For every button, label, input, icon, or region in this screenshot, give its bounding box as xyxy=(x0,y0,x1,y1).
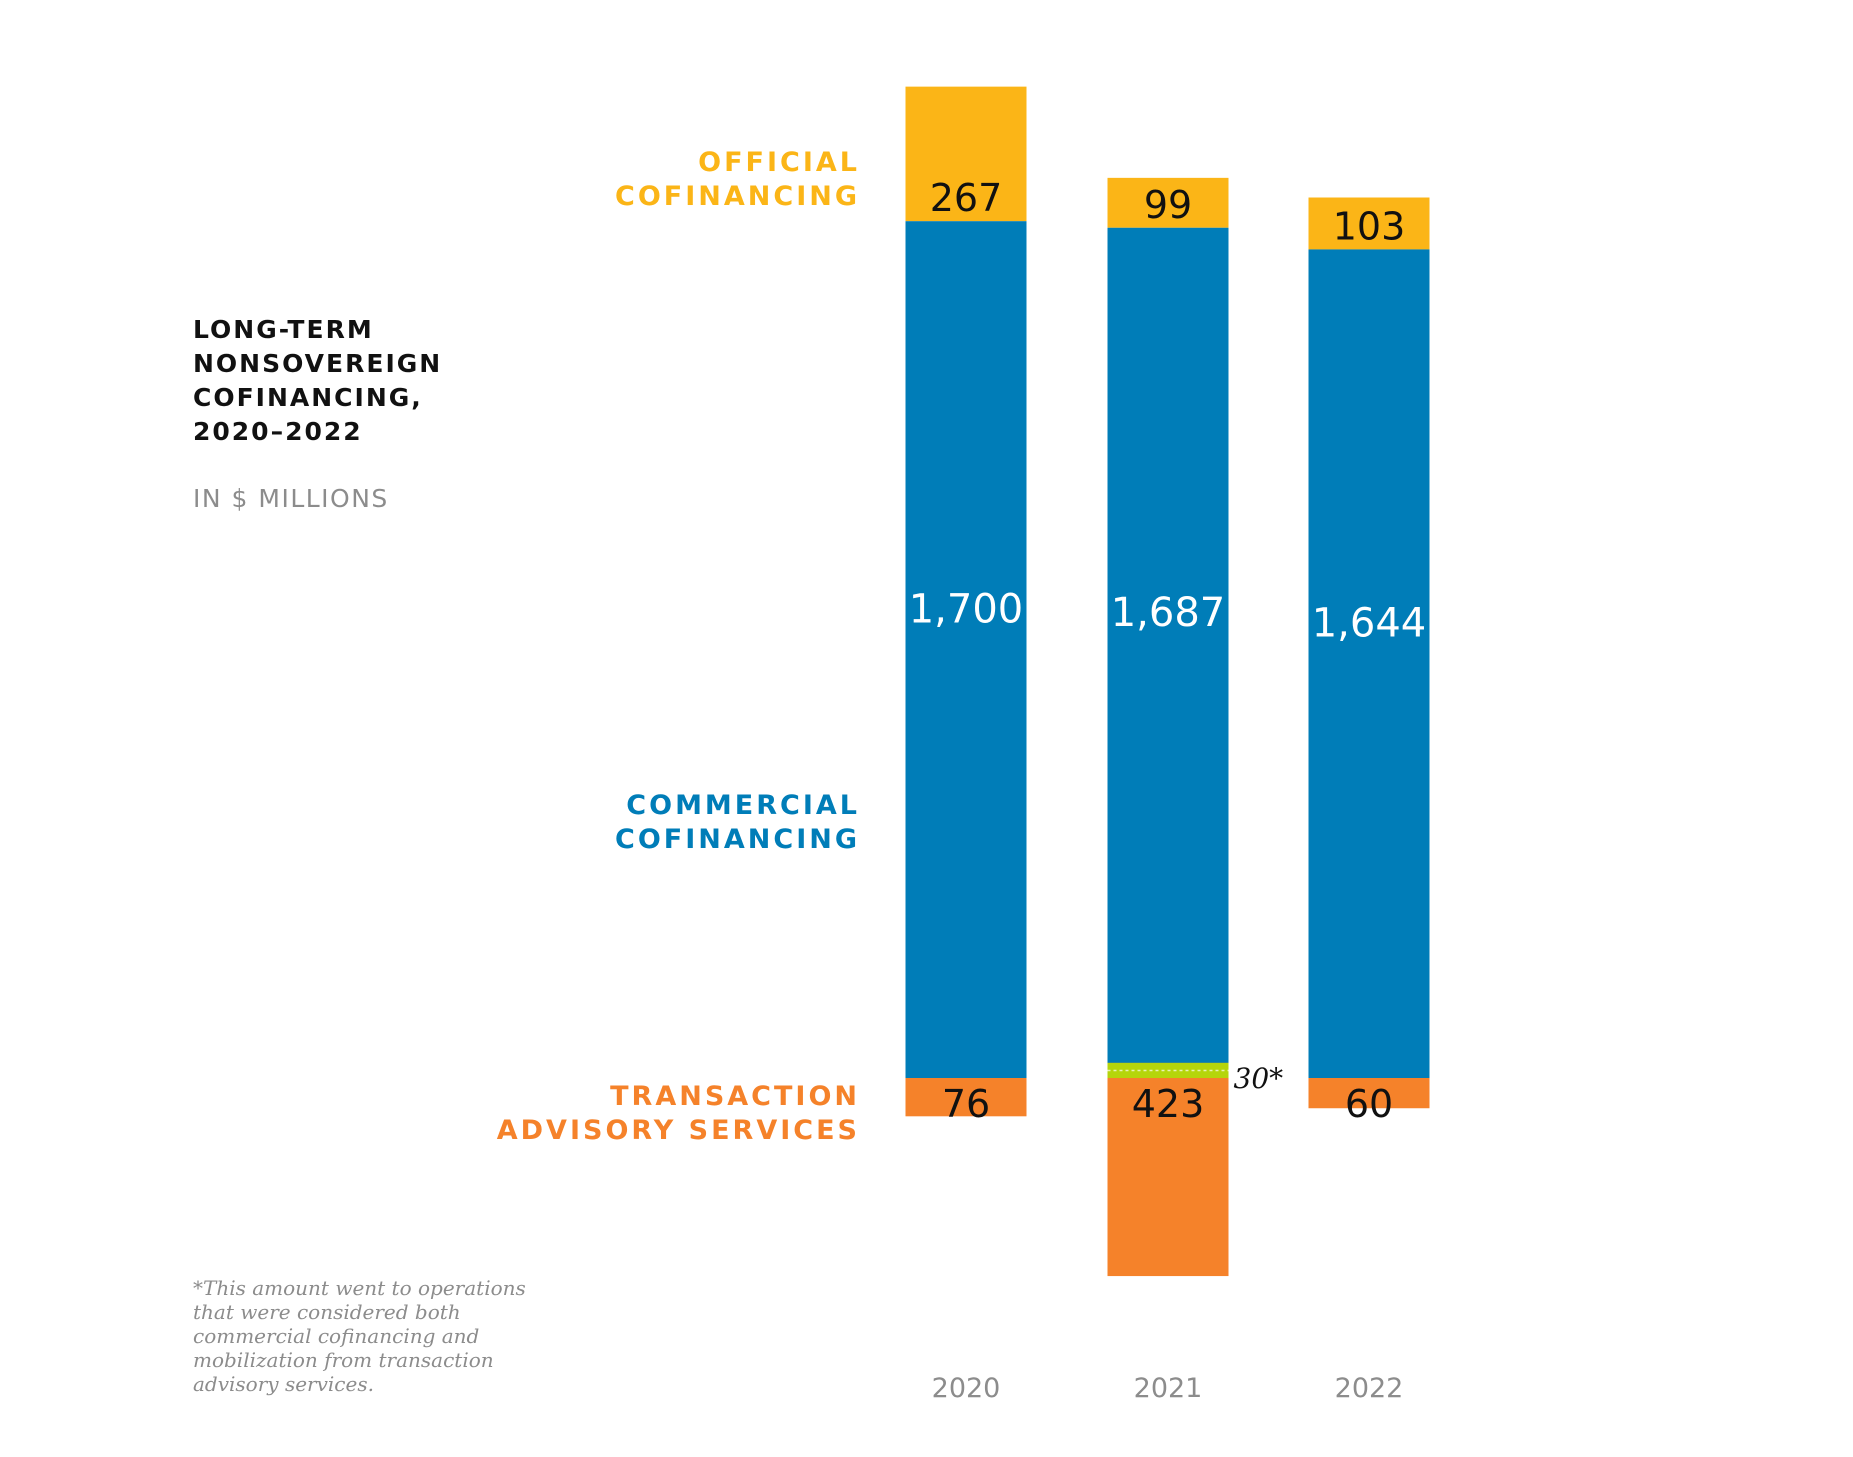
bar-transaction-2021 xyxy=(1107,1062,1229,1277)
bar-official-2020 xyxy=(905,86,1027,222)
x-tick-label-2020: 2020 xyxy=(932,1373,1001,1404)
x-tick-label-2021: 2021 xyxy=(1134,1373,1203,1404)
value-label-commercial-2020: 1,700 xyxy=(909,587,1024,633)
bar-transaction-2020 xyxy=(905,1078,1027,1117)
chart-title: LONG-TERM NONSOVEREIGN COFINANCING, 2020… xyxy=(193,315,443,446)
overlap-value-label: 30* xyxy=(1234,1062,1284,1095)
x-tick-label-2022: 2022 xyxy=(1335,1373,1404,1404)
bar-official-2022 xyxy=(1308,197,1430,250)
legend-label-commercial: COMMERCIAL COFINANCING xyxy=(615,790,860,855)
footnote: *This amount went to operations that wer… xyxy=(193,1276,526,1396)
value-label-transaction-2021: 423 xyxy=(1132,1082,1205,1126)
value-label-official-2021: 99 xyxy=(1144,183,1192,227)
value-label-commercial-2021: 1,687 xyxy=(1111,590,1226,636)
bar-official-2021 xyxy=(1107,177,1229,228)
value-label-official-2022: 103 xyxy=(1333,204,1406,248)
legend-label-transaction: TRANSACTION ADVISORY SERVICES xyxy=(496,1081,860,1146)
value-label-official-2020: 267 xyxy=(930,176,1003,220)
value-label-transaction-2022: 60 xyxy=(1345,1082,1393,1126)
bar-commercial-2020 xyxy=(905,221,1027,1078)
bar-transaction-2022 xyxy=(1308,1078,1430,1109)
unit-label: IN $ MILLIONS xyxy=(193,484,389,513)
legend-label-official: OFFICIAL COFINANCING xyxy=(615,147,860,212)
value-label-commercial-2022: 1,644 xyxy=(1312,601,1427,647)
value-label-transaction-2020: 76 xyxy=(942,1082,990,1126)
bar-commercial-2021 xyxy=(1107,227,1229,1078)
bar-commercial-2022 xyxy=(1308,249,1430,1078)
